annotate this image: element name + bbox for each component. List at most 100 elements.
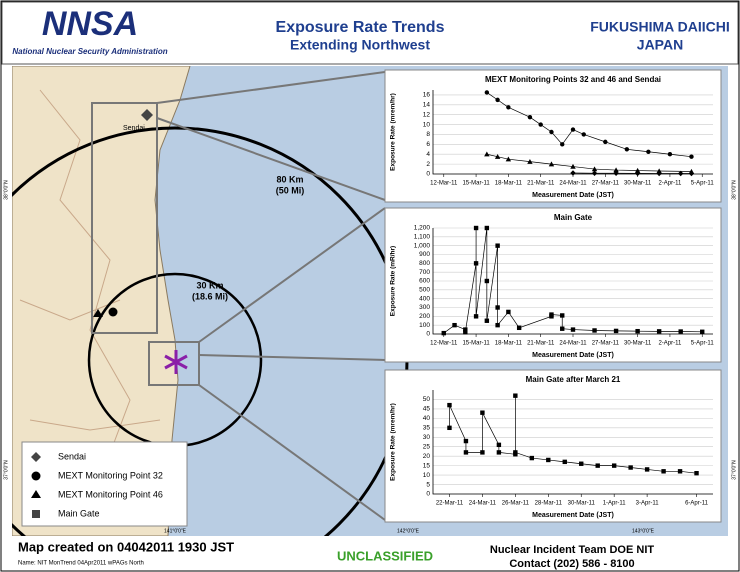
x-tick-label: 3-Apr-11 [636,501,660,507]
point [667,152,673,157]
point [694,471,699,476]
y-tick-label: 10 [423,472,431,479]
point [613,328,619,334]
point [529,455,535,461]
y-tick-label: 12 [423,111,431,118]
ring-label: (18.6 Mi) [192,291,228,301]
y-tick-label: 25 [423,443,431,450]
y-tick-label: 700 [419,269,430,276]
chart-panel [384,207,722,363]
point [506,309,511,315]
sendai-marker [141,109,153,121]
x-tick-label: 5-Apr-11 [691,181,715,187]
x-tick-label: 27-Mar-11 [592,341,620,347]
y-tick-label: 8 [426,131,430,138]
point [484,151,490,157]
point [484,318,490,323]
x-tick-label: 24-Mar-11 [559,341,587,347]
city-label: Sendai [123,125,145,132]
y-tick-label: 50 [423,396,431,403]
x-tick-label: 18-Mar-11 [495,181,523,187]
y-tick-label: 400 [419,295,430,302]
x-tick-label: 21-Mar-11 [527,341,555,347]
point [592,328,597,333]
y-tick-label: 1,200 [414,225,431,232]
x-tick-label: 12-Mar-11 [430,181,458,187]
legend-label: MEXT Monitoring Point 46 [58,489,163,499]
point [452,322,457,328]
x-tick-label: 1-Apr-11 [603,501,627,507]
point [613,170,619,176]
point [661,469,666,474]
point [463,438,469,444]
point [603,139,608,145]
x-tick-label: 30-Mar-11 [568,501,596,507]
legend: Sendai MEXT Monitoring Point 32 MEXT Mon… [21,441,188,527]
point [613,167,619,173]
series-line [443,227,703,334]
x-tick-label: 2-Apr-11 [658,181,682,187]
point [570,170,576,176]
y-tick-label: 5 [426,481,430,488]
x-tick-label: 26-Mar-11 [502,501,530,507]
point [463,330,468,335]
y-tick-label: 30 [423,434,431,441]
y-tick-label: 4 [426,151,430,158]
y-tick-label: 300 [419,304,430,311]
point [656,170,662,177]
y-tick-label: 800 [419,260,430,267]
point [473,261,479,266]
point [495,97,500,103]
plant-marker [164,350,188,374]
y-tick-label: 0 [426,171,430,178]
chart-panel [384,69,722,203]
y-tick-label: 20 [423,453,431,460]
title: Exposure Rate Trends [276,19,445,36]
y-tick-label: 6 [426,141,430,148]
point [700,329,705,334]
x-tick-label: 28-Mar-11 [535,501,563,507]
lat-label: 38°0'0"N [731,180,737,200]
y-tick-label: 0 [426,491,430,498]
legend-label: Main Gate [58,508,100,518]
point [494,154,501,159]
lon-label: 142°0'0"E [397,528,420,534]
contact: Contact (202) 586 - 8100 [509,558,634,570]
point [560,142,565,147]
point [560,326,565,331]
legend-label: MEXT Monitoring Point 32 [58,470,163,480]
x-tick-label: 15-Mar-11 [462,341,490,347]
x-tick-label: 15-Mar-11 [462,181,490,187]
point [628,465,633,470]
x-tick-label: 12-Mar-11 [430,341,458,347]
point [538,122,543,127]
agency: National Nuclear Security Administration [12,47,167,56]
point [506,105,511,110]
y-tick-label: 900 [419,251,430,258]
site: FUKUSHIMA DAIICHI [590,19,729,35]
point [447,425,452,431]
created: Map created on 04042011 1930 JST [18,539,234,554]
point [591,170,598,176]
lat-label: 37°0'0"N [3,460,9,480]
y-tick-label: 0 [426,331,430,338]
point-32-marker [108,307,118,317]
x-tick-label: 6-Apr-11 [685,501,709,507]
chart-panel [384,369,722,523]
country: JAPAN [637,37,683,53]
point [527,158,533,164]
point [581,132,586,137]
ring-label: 30 Km [196,280,223,290]
x-tick-label: 24-Mar-11 [559,181,587,187]
axes [432,390,713,495]
lat-label: 38°0'0"N [3,180,9,200]
point [463,450,469,455]
legend-label: Sendai [58,451,86,461]
point [495,305,500,310]
point [484,278,490,284]
point [634,170,641,177]
point [689,154,694,159]
point [484,90,490,95]
lat-label: 37°0'0"N [731,460,737,480]
